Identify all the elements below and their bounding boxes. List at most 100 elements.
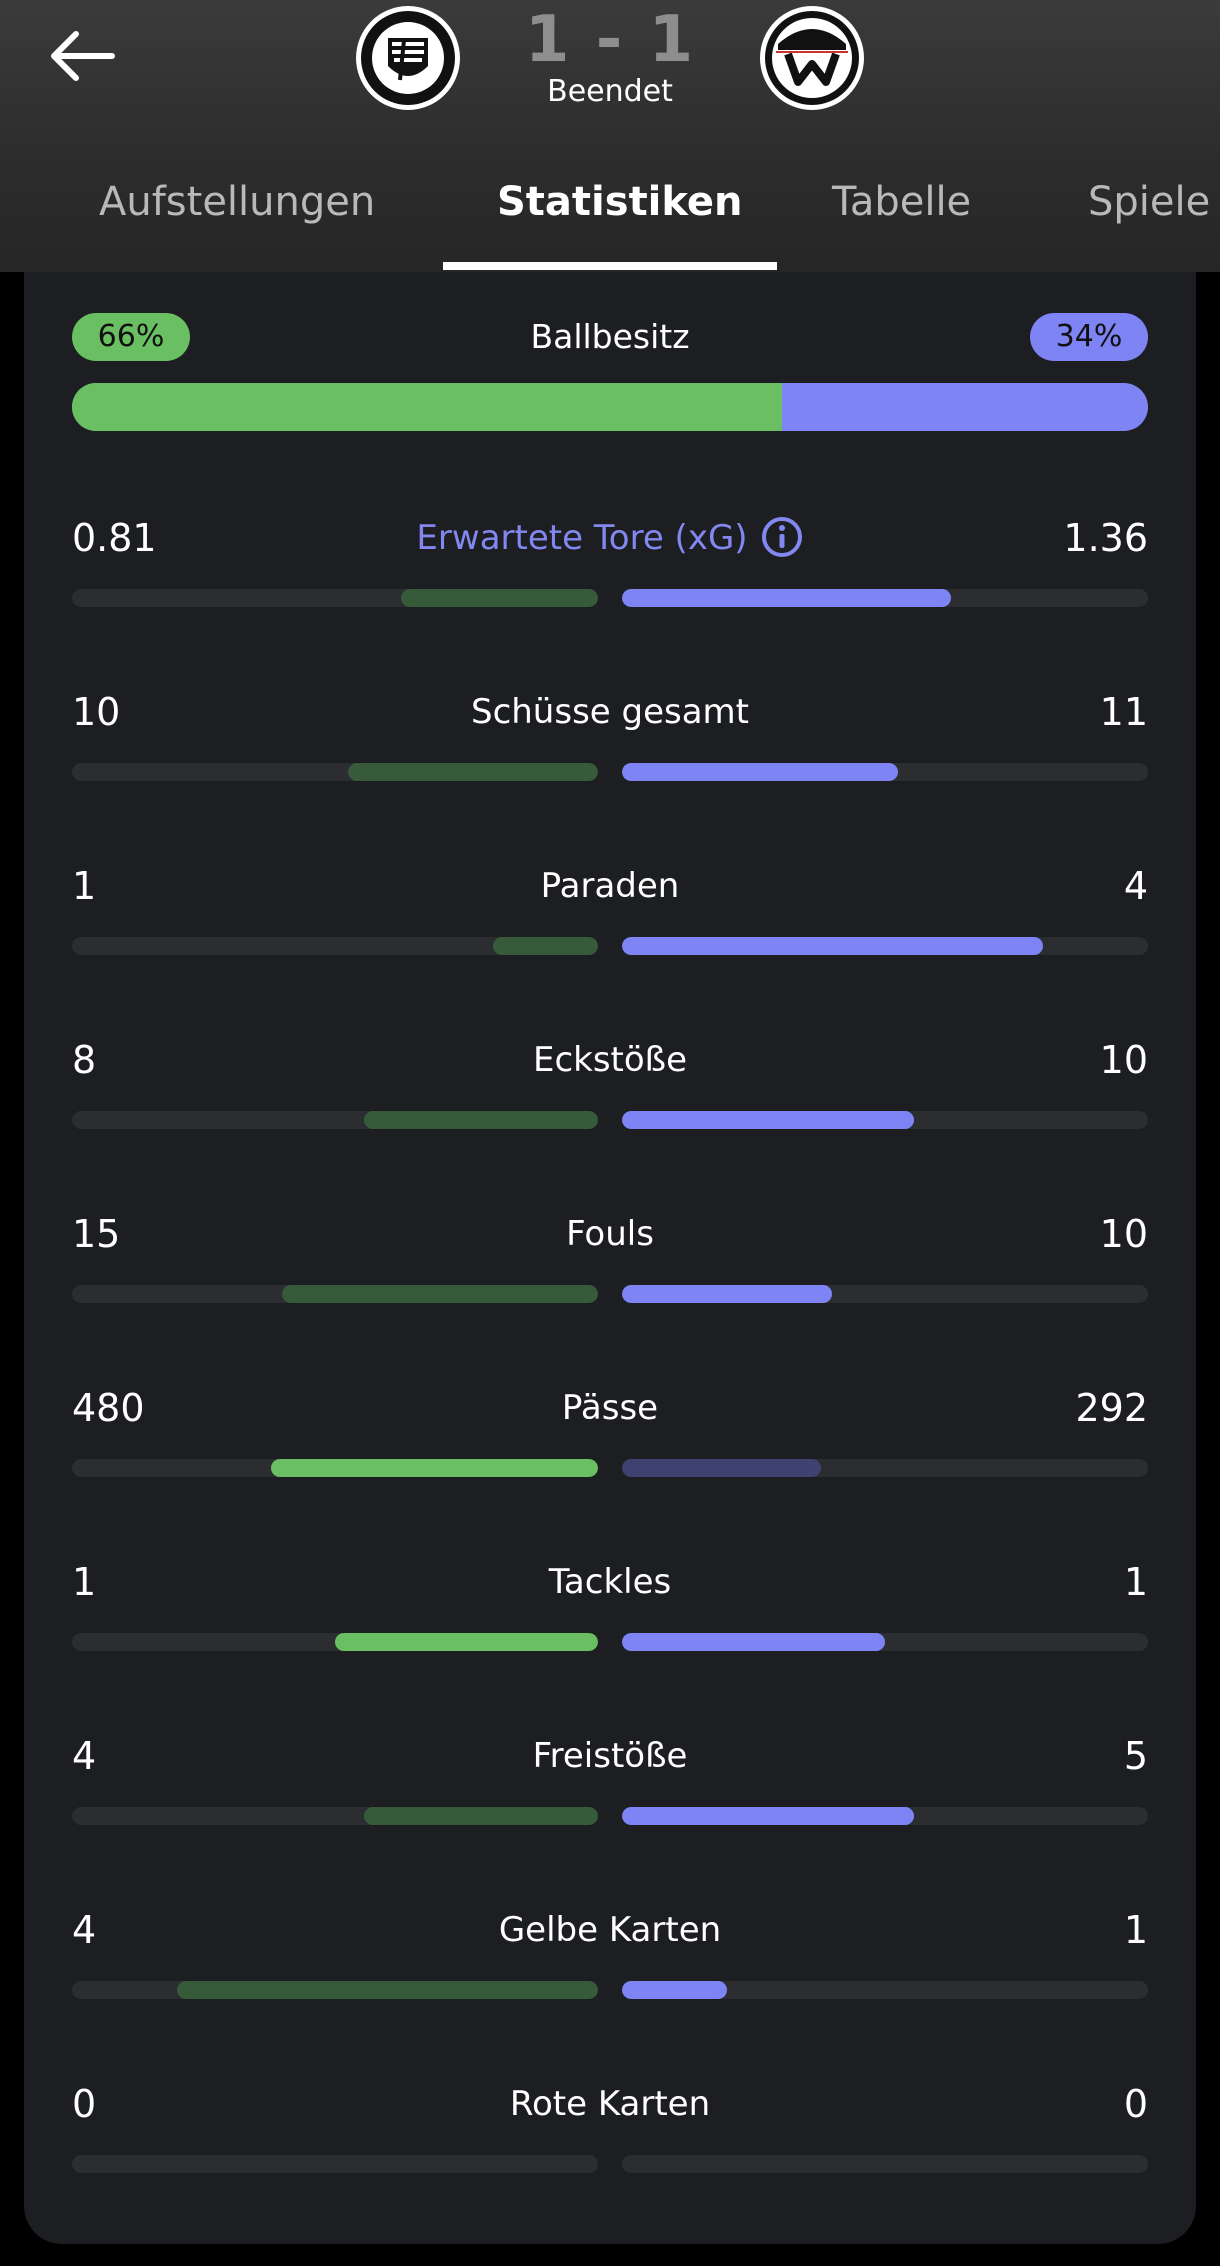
- home-stat-value: 8: [72, 1038, 97, 1082]
- home-stat-fill: [364, 1807, 598, 1825]
- home-stat-fill: [493, 937, 598, 955]
- away-stat-value: 0: [1123, 2082, 1148, 2126]
- away-stat-value: 292: [1075, 1386, 1148, 1430]
- home-possession-badge: 66%: [72, 313, 190, 361]
- away-stat-bar: [622, 1459, 1148, 1477]
- away-stat-bar: [622, 1807, 1148, 1825]
- home-stat-bar: [72, 1111, 598, 1129]
- home-stat-bar: [72, 1459, 598, 1477]
- stat-row: 4 Freistöße 5: [72, 1731, 1148, 1831]
- away-stat-fill: [622, 763, 898, 781]
- away-stat-fill: [622, 1111, 914, 1129]
- away-stat-bar: [622, 1285, 1148, 1303]
- away-stat-bar: [622, 1981, 1148, 1999]
- away-stat-value: 1: [1123, 1560, 1148, 1604]
- stat-label: Eckstöße: [310, 1035, 910, 1085]
- away-stat-fill: [622, 589, 951, 607]
- stat-label-text: Schüsse gesamt: [470, 692, 750, 732]
- home-stat-value: 4: [72, 1734, 97, 1778]
- stat-row: 8 Eckstöße 10: [72, 1035, 1148, 1135]
- stat-label[interactable]: Erwartete Tore (xG): [310, 513, 910, 563]
- away-stat-fill: [622, 1981, 727, 1999]
- back-button[interactable]: [40, 18, 130, 98]
- away-stat-value: 5: [1123, 1734, 1148, 1778]
- stat-label-text: Fouls: [566, 1214, 654, 1254]
- home-stat-fill: [282, 1285, 598, 1303]
- stat-row: 4 Gelbe Karten 1: [72, 1905, 1148, 2005]
- away-stat-fill: [622, 937, 1043, 955]
- stat-label-text: Paraden: [540, 866, 680, 906]
- match-status: Beendet: [547, 74, 673, 109]
- stat-row: 480 Pässe 292: [72, 1383, 1148, 1483]
- info-icon[interactable]: [760, 515, 804, 559]
- stat-row: 1 Paraden 4: [72, 861, 1148, 961]
- stat-label-text: Rote Karten: [509, 2084, 711, 2124]
- tab-aufstellungen[interactable]: Aufstellungen: [99, 179, 376, 225]
- stat-label-text: Gelbe Karten: [498, 1910, 722, 1950]
- stat-label-text: Eckstöße: [532, 1040, 688, 1080]
- stat-label: Gelbe Karten: [310, 1905, 910, 1955]
- active-tab-indicator: [443, 262, 777, 270]
- sturm-graz-logo: [356, 6, 460, 110]
- possession-title: Ballbesitz: [530, 317, 690, 356]
- away-stat-value: 11: [1099, 690, 1148, 734]
- home-stat-bar: [72, 1633, 598, 1651]
- away-stat-value: 1: [1123, 1908, 1148, 1952]
- tab-statistiken[interactable]: Statistiken: [497, 179, 743, 225]
- away-stat-bar: [622, 1633, 1148, 1651]
- home-stat-bar: [72, 1981, 598, 1999]
- stat-label: Rote Karten: [310, 2079, 910, 2129]
- home-stat-value: 10: [72, 690, 121, 734]
- arrow-left-icon: [51, 31, 115, 81]
- home-stat-fill: [335, 1633, 598, 1651]
- away-stat-value: 10: [1099, 1212, 1148, 1256]
- home-stat-fill: [271, 1459, 598, 1477]
- away-team-crest[interactable]: [758, 4, 866, 112]
- home-stat-value: 0: [72, 2082, 97, 2126]
- stat-label: Freistöße: [310, 1731, 910, 1781]
- home-stat-bar: [72, 937, 598, 955]
- stat-label-text: Pässe: [561, 1388, 659, 1428]
- away-stat-fill: [622, 1459, 821, 1477]
- home-stat-value: 1: [72, 864, 97, 908]
- home-stat-fill: [364, 1111, 598, 1129]
- stat-label-text: Freistöße: [532, 1736, 688, 1776]
- away-stat-fill: [622, 1633, 885, 1651]
- home-stat-fill: [401, 589, 598, 607]
- home-stat-bar: [72, 1285, 598, 1303]
- stat-label: Paraden: [310, 861, 910, 911]
- match-header: 1 - 1 Beendet Aufstellungen Statistiken …: [0, 0, 1220, 272]
- match-score: 1 - 1: [524, 3, 696, 77]
- away-stat-bar: [622, 589, 1148, 607]
- possession-bar: [72, 383, 1148, 431]
- home-stat-value: 4: [72, 1908, 97, 1952]
- home-stat-bar: [72, 2155, 598, 2173]
- altach-logo: [760, 6, 864, 110]
- stat-row: 1 Tackles 1: [72, 1557, 1148, 1657]
- stat-label-text: Tackles: [548, 1562, 672, 1602]
- home-stat-value: 1: [72, 1560, 97, 1604]
- home-possession-fill: [72, 383, 782, 431]
- home-stat-value: 480: [72, 1386, 145, 1430]
- home-stat-fill: [348, 763, 598, 781]
- stat-row: 15 Fouls 10: [72, 1209, 1148, 1309]
- tab-bar: Aufstellungen Statistiken Tabelle Spiele: [0, 160, 1220, 272]
- home-stat-bar: [72, 1807, 598, 1825]
- home-stat-fill: [177, 1981, 598, 1999]
- tab-spiele[interactable]: Spiele: [1088, 179, 1211, 225]
- home-stat-value: 0.81: [72, 516, 157, 560]
- home-team-crest[interactable]: [354, 4, 462, 112]
- away-stat-fill: [622, 1285, 832, 1303]
- stat-row: 0 Rote Karten 0: [72, 2079, 1148, 2179]
- away-stat-value: 4: [1123, 864, 1148, 908]
- away-stat-value: 10: [1099, 1038, 1148, 1082]
- home-stat-bar: [72, 763, 598, 781]
- stat-row: 10 Schüsse gesamt 11: [72, 687, 1148, 787]
- away-stat-value: 1.36: [1063, 516, 1148, 560]
- stat-label: Fouls: [310, 1209, 910, 1259]
- away-possession-badge: 34%: [1030, 313, 1148, 361]
- tab-tabelle[interactable]: Tabelle: [832, 179, 972, 225]
- away-stat-fill: [622, 1807, 914, 1825]
- stat-label: Tackles: [310, 1557, 910, 1607]
